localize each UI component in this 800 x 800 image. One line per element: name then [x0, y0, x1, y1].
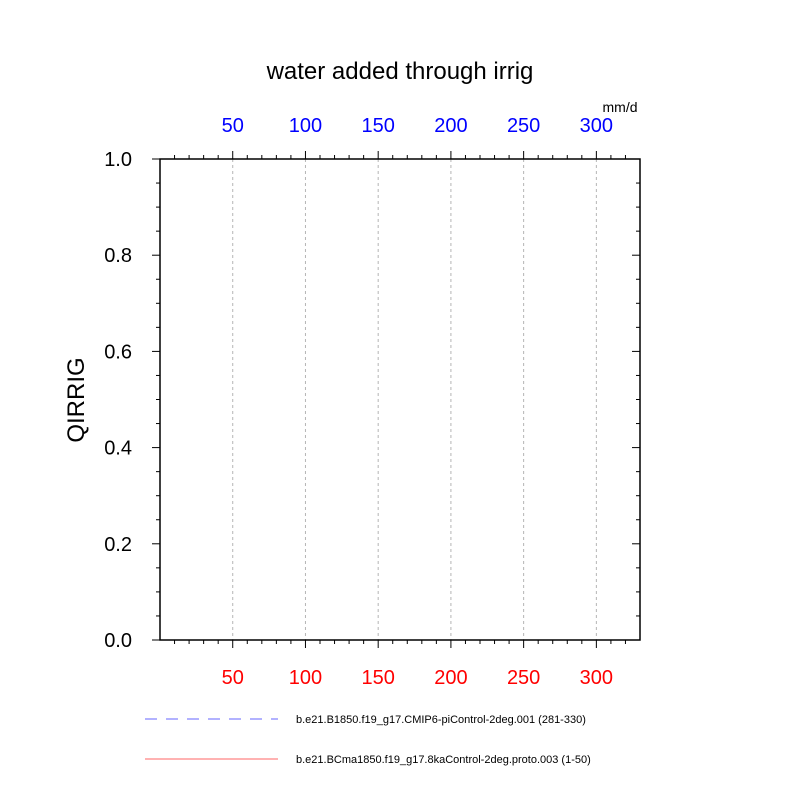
- x-tick-label-bottom: 300: [580, 667, 613, 689]
- x-tick-label-bottom: 200: [434, 667, 467, 689]
- x-tick-label-top: 250: [507, 115, 540, 137]
- y-tick-label: 0.2: [104, 534, 132, 556]
- chart-title: water added through irrig: [266, 58, 534, 85]
- axis-ticks: [152, 151, 640, 648]
- legend-label-piControl: b.e21.B1850.f19_g17.CMIP6-piControl-2deg…: [296, 714, 586, 726]
- legend: b.e21.B1850.f19_g17.CMIP6-piControl-2deg…: [145, 714, 591, 766]
- x-tick-label-top: 300: [580, 115, 613, 137]
- x-tick-label-top: 150: [361, 115, 394, 137]
- x-tick-label-bottom: 250: [507, 667, 540, 689]
- x-tick-label-top: 50: [222, 115, 244, 137]
- x-tick-label-top: 200: [434, 115, 467, 137]
- y-axis-label: QIRRIG: [63, 357, 90, 442]
- grid-lines: [232, 159, 597, 640]
- y-tick-label: 1.0: [104, 149, 132, 171]
- y-tick-label: 0.0: [104, 630, 132, 652]
- x-tick-label-bottom: 150: [361, 667, 394, 689]
- y-tick-label: 0.6: [104, 341, 132, 363]
- top-axis-unit: mm/d: [603, 99, 638, 115]
- tick-labels: 50 50 100 100 150 150 200 200 250 250 300 300 0.0 0.2…: [104, 115, 613, 689]
- y-tick-label: 0.4: [104, 438, 132, 460]
- x-tick-label-bottom: 50: [222, 667, 244, 689]
- x-tick-label-bottom: 100: [289, 667, 322, 689]
- legend-label-8kaControl: b.e21.BCma1850.f19_g17.8kaControl-2deg.p…: [296, 754, 591, 766]
- x-tick-label-top: 100: [289, 115, 322, 137]
- y-tick-label: 0.8: [104, 245, 132, 267]
- plot-frame: [159, 158, 641, 641]
